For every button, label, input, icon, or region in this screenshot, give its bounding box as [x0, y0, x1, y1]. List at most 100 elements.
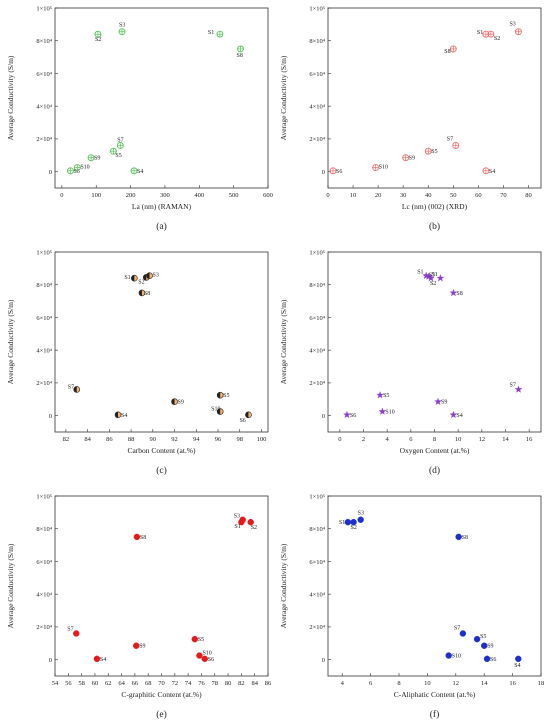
y-axis-label: Average Conductivity (S/m)	[6, 299, 15, 384]
x-tick-label: 56	[65, 680, 72, 687]
y-tick-label: 0	[322, 413, 325, 420]
y-tick-label: 0	[322, 657, 325, 664]
data-point-half	[146, 272, 150, 279]
x-tick-label: 68	[145, 680, 152, 687]
x-tick-label: 98	[236, 436, 243, 443]
point-label: S9	[94, 156, 100, 162]
data-point-half	[73, 386, 77, 393]
point-label: S1	[124, 275, 130, 281]
point-label: S4	[100, 657, 106, 663]
data-point	[481, 642, 488, 649]
y-tick-label: 4×10⁴	[36, 347, 52, 354]
point-label: S1	[431, 272, 437, 278]
y-tick-label: 2×10⁴	[36, 380, 52, 387]
y-tick-label: 2×10⁴	[36, 136, 52, 143]
data-point	[93, 655, 101, 663]
x-tick-label: 600	[263, 192, 273, 199]
x-tick-label: 76	[198, 680, 205, 687]
point-label: S7	[117, 137, 123, 143]
y-tick-label: 1×10⁵	[309, 5, 325, 12]
x-tick-label: 6	[409, 436, 413, 443]
point-label: S5	[383, 393, 389, 399]
y-tick-label: 1×10⁵	[309, 249, 325, 256]
point-label: S2	[430, 281, 436, 287]
point-label: S7	[67, 626, 73, 632]
x-tick-label: 20	[375, 192, 382, 199]
data-point-half	[217, 392, 221, 399]
point-label: S7	[68, 384, 74, 390]
data-point	[515, 655, 522, 663]
data-point-half	[115, 411, 119, 418]
data-point	[196, 652, 203, 659]
data-point	[350, 518, 357, 526]
point-label: S4	[489, 169, 495, 175]
data-point	[483, 655, 491, 663]
y-tick-label: 1×10⁵	[36, 5, 52, 12]
y-axis-label: Average Conductivity (S/m)	[6, 543, 15, 628]
y-tick-label: 0	[49, 413, 52, 420]
x-tick-label: 4	[341, 680, 345, 687]
point-label: S8	[444, 49, 450, 55]
data-point	[378, 407, 387, 415]
chart-panel: 0 2×10⁴ 4×10⁴ 6×10⁴ 8×10⁴ 1×10⁵ 0 100 200 300 400 5…	[6, 5, 273, 232]
y-axis-label: Average Conductivity (S/m)	[6, 55, 15, 140]
panel-label: (b)	[429, 221, 440, 232]
x-tick-label: 8	[433, 436, 436, 443]
x-tick-label: 70	[500, 192, 507, 199]
point-label: S9	[178, 400, 184, 406]
point-label: S2	[138, 279, 144, 285]
y-tick-label: 4×10⁴	[309, 591, 325, 598]
y-tick-label: 8×10⁴	[309, 38, 325, 45]
x-tick-label: 58	[78, 680, 85, 687]
point-label: S10	[452, 654, 461, 660]
x-tick-label: 100	[257, 436, 267, 443]
data-point-half	[245, 411, 249, 418]
data-point	[459, 630, 467, 637]
x-tick-label: 60	[475, 192, 482, 199]
chart-panel: 0 2×10⁴ 4×10⁴ 6×10⁴ 8×10⁴ 1×10⁵ 0 2 4 6 8 10 12 14 16 O…	[279, 249, 542, 476]
point-label: S4	[456, 413, 462, 419]
y-tick-label: 8×10⁴	[36, 38, 52, 45]
y-tick-label: 4×10⁴	[36, 591, 52, 598]
plot-frame	[327, 7, 542, 189]
point-label: S5	[431, 149, 437, 155]
x-tick-label: 30	[400, 192, 407, 199]
point-label: S1	[234, 524, 240, 530]
y-tick-label: 1×10⁵	[36, 249, 52, 256]
data-point	[73, 630, 80, 637]
point-label: S8	[144, 291, 150, 297]
data-point	[449, 410, 458, 419]
point-label: S7	[447, 136, 453, 142]
data-point-half	[171, 398, 175, 405]
point-label: S9	[139, 644, 145, 650]
point-label: S2	[251, 525, 257, 531]
point-label: S3	[234, 514, 240, 520]
x-tick-label: 10	[455, 436, 462, 443]
x-tick-label: 0	[326, 192, 329, 199]
y-axis-label: Average Conductivity (S/m)	[279, 543, 288, 628]
point-label: S5	[115, 153, 121, 159]
y-axis-label: Average Conductivity (S/m)	[279, 299, 288, 384]
point-label: S5	[198, 637, 204, 643]
x-tick-label: 10	[350, 192, 357, 199]
x-tick-label: 92	[171, 436, 178, 443]
data-point-half	[143, 274, 147, 281]
point-label: S5	[223, 393, 229, 399]
x-tick-label: 60	[92, 680, 99, 687]
x-tick-label: 2	[362, 436, 365, 443]
point-label: S1	[417, 270, 423, 276]
y-tick-label: 1×10⁵	[309, 493, 325, 500]
x-tick-label: 500	[229, 192, 239, 199]
point-label: S6	[336, 169, 342, 175]
data-point	[133, 642, 140, 649]
x-axis-label: C-graphitic Content (at.%)	[121, 690, 202, 699]
x-tick-label: 10	[424, 680, 431, 687]
chart-panel: 0 2×10⁴ 4×10⁴ 6×10⁴ 8×10⁴ 1×10⁵ 82 84 86 88 90 92 94…	[6, 249, 269, 476]
x-tick-label: 66	[132, 680, 139, 687]
point-label: S8	[237, 53, 243, 59]
x-tick-label: 40	[425, 192, 432, 199]
x-tick-label: 84	[251, 680, 258, 687]
point-label: S4	[514, 663, 520, 669]
point-label: S7	[510, 382, 516, 388]
